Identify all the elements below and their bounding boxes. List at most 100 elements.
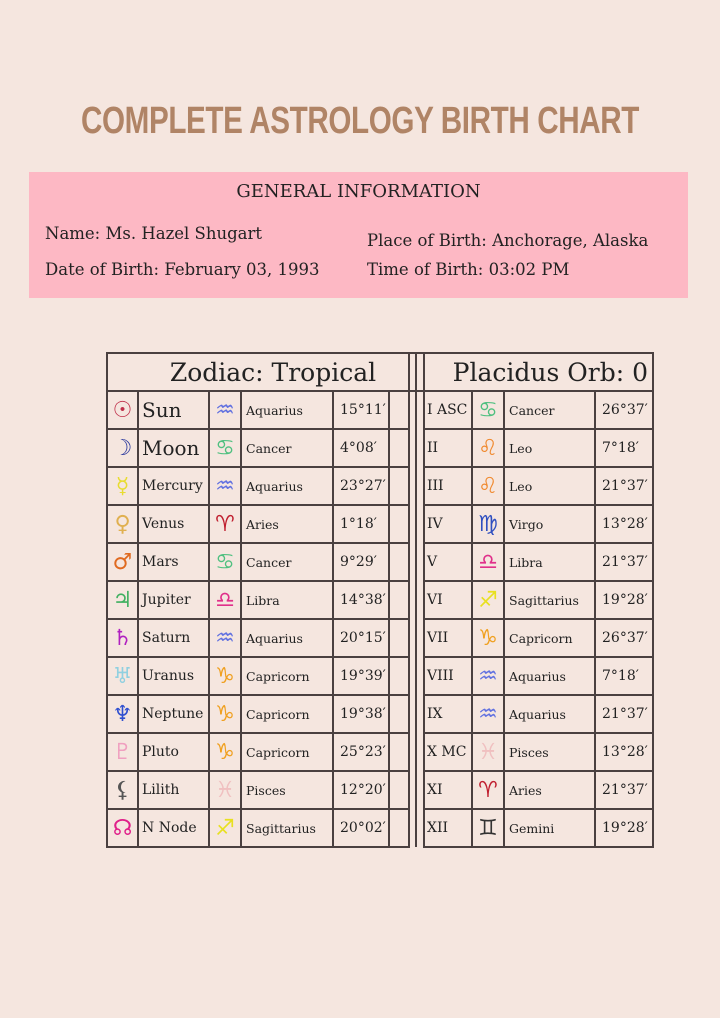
house-degree: 19°28′ <box>594 808 654 848</box>
sign-glyph-icon: ♑︎ <box>208 656 242 696</box>
divider <box>415 581 425 619</box>
planet-glyph-icon: ☿︎ <box>106 466 139 506</box>
planet-name: Sun <box>137 390 210 430</box>
table-row: ♃︎ Jupiter ♎︎ Libra 14°38′ VI ♐︎ Sagittarius 19°… <box>106 580 654 620</box>
planet-glyph-icon: ⚸︎ <box>106 770 139 810</box>
planet-degree: 19°39′ <box>332 656 390 696</box>
sign-glyph-icon: ♑︎ <box>471 618 505 658</box>
planet-degree: 4°08′ <box>332 428 390 468</box>
house-number: VII <box>423 618 473 658</box>
empty-cell <box>388 504 410 544</box>
divider <box>415 505 425 543</box>
divider <box>408 733 417 771</box>
planet-glyph-icon: ♃︎ <box>106 580 139 620</box>
sign-glyph-icon: ♓︎ <box>471 732 505 772</box>
divider <box>415 657 425 695</box>
house-number: II <box>423 428 473 468</box>
name-field: Name: Ms. Hazel Shugart <box>45 224 263 243</box>
planet-sign: Cancer <box>240 542 334 582</box>
house-sign: Virgo <box>503 504 596 544</box>
empty-cell <box>388 542 410 582</box>
planet-glyph-icon: ♀︎ <box>106 504 139 544</box>
planet-glyph-icon: ♅︎ <box>106 656 139 696</box>
planet-degree: 9°29′ <box>332 542 390 582</box>
planet-name: Mercury <box>137 466 210 506</box>
page-title: COMPLETE ASTROLOGY BIRTH CHART <box>80 100 640 142</box>
table-row: ♆︎ Neptune ♑︎ Capricorn 19°38′ IX ♒︎ Aquarius 21… <box>106 694 654 734</box>
house-sign: Aquarius <box>503 656 596 696</box>
divider <box>408 771 417 809</box>
planet-sign: Aquarius <box>240 618 334 658</box>
divider <box>408 809 417 847</box>
sign-glyph-icon: ♋︎ <box>208 542 242 582</box>
house-degree: 21°37′ <box>594 466 654 506</box>
empty-cell <box>388 390 410 430</box>
house-number: III <box>423 466 473 506</box>
house-number: IV <box>423 504 473 544</box>
planet-glyph-icon: ☽︎ <box>106 428 139 468</box>
house-number: XII <box>423 808 473 848</box>
sign-glyph-icon: ♈︎ <box>208 504 242 544</box>
sign-glyph-icon: ♐︎ <box>471 580 505 620</box>
divider <box>408 657 417 695</box>
divider <box>415 733 425 771</box>
planet-glyph-icon: ♄︎ <box>106 618 139 658</box>
table-row: ☿︎ Mercury ♒︎ Aquarius 23°27′ III ♌︎ Leo 21°37′ <box>106 466 654 506</box>
divider <box>408 429 417 467</box>
sign-glyph-icon: ♋︎ <box>208 428 242 468</box>
planet-name: Lilith <box>137 770 210 810</box>
divider <box>408 543 417 581</box>
date-of-birth-field: Date of Birth: February 03, 1993 <box>45 260 320 279</box>
divider <box>415 695 425 733</box>
house-number: VIII <box>423 656 473 696</box>
sign-glyph-icon: ♒︎ <box>208 618 242 658</box>
house-degree: 21°37′ <box>594 770 654 810</box>
house-number: X MC <box>423 732 473 772</box>
house-number: V <box>423 542 473 582</box>
divider <box>415 543 425 581</box>
house-degree: 7°18′ <box>594 428 654 468</box>
divider <box>415 467 425 505</box>
planet-glyph-icon: ☊︎ <box>106 808 139 848</box>
planet-glyph-icon: ♂︎ <box>106 542 139 582</box>
table-row: ☊︎ N Node ♐︎ Sagittarius 20°02′ XII ♊︎ Gemini 19… <box>106 808 654 848</box>
divider <box>408 467 417 505</box>
empty-cell <box>388 732 410 772</box>
sign-glyph-icon: ♐︎ <box>208 808 242 848</box>
table-row: ♀︎ Venus ♈︎ Aries 1°18′ IV ♍︎ Virgo 13°28′ <box>106 504 654 544</box>
planet-name: Venus <box>137 504 210 544</box>
divider <box>415 809 425 847</box>
sign-glyph-icon: ♑︎ <box>208 732 242 772</box>
planet-degree: 1°18′ <box>332 504 390 544</box>
birth-chart-table: Zodiac: Tropical Placidus Orb: 0 ☉︎ Sun ♒︎… <box>106 352 654 848</box>
planet-name: Saturn <box>137 618 210 658</box>
house-sign: Aquarius <box>503 694 596 734</box>
house-sign: Sagittarius <box>503 580 596 620</box>
planet-sign: Aquarius <box>240 466 334 506</box>
house-sign: Capricorn <box>503 618 596 658</box>
house-number: XI <box>423 770 473 810</box>
house-degree: 13°28′ <box>594 732 654 772</box>
planet-degree: 20°02′ <box>332 808 390 848</box>
planet-sign: Capricorn <box>240 732 334 772</box>
planet-degree: 23°27′ <box>332 466 390 506</box>
divider <box>415 391 425 429</box>
house-sign: Gemini <box>503 808 596 848</box>
house-degree: 19°28′ <box>594 580 654 620</box>
divider <box>415 352 425 392</box>
planet-degree: 19°38′ <box>332 694 390 734</box>
planet-sign: Aries <box>240 504 334 544</box>
general-information-heading: GENERAL INFORMATION <box>236 181 481 202</box>
house-number: IX <box>423 694 473 734</box>
divider <box>408 695 417 733</box>
table-row: ☉︎ Sun ♒︎ Aquarius 15°11′ I ASC ♋︎ Cancer 26°37′ <box>106 390 654 430</box>
sign-glyph-icon: ♍︎ <box>471 504 505 544</box>
table-row: ⚸︎ Lilith ♓︎ Pisces 12°20′ XI ♈︎ Aries 21°37′ <box>106 770 654 810</box>
header-row: Zodiac: Tropical Placidus Orb: 0 <box>106 352 654 392</box>
table-row: ♂︎ Mars ♋︎ Cancer 9°29′ V ♎︎ Libra 21°37′ <box>106 542 654 582</box>
divider <box>415 429 425 467</box>
table-row: ☽︎ Moon ♋︎ Cancer 4°08′ II ♌︎ Leo 7°18′ <box>106 428 654 468</box>
empty-cell <box>388 466 410 506</box>
table-row: ♄︎ Saturn ♒︎ Aquarius 20°15′ VII ♑︎ Capricorn 26… <box>106 618 654 658</box>
house-number: I ASC <box>423 390 473 430</box>
